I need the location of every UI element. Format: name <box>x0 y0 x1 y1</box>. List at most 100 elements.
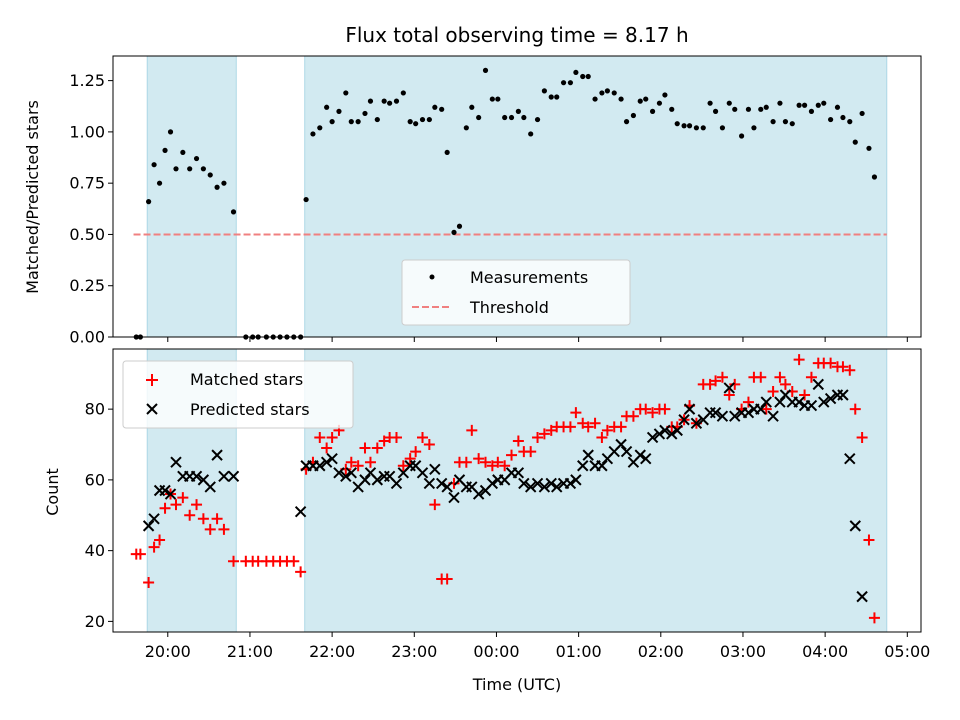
predicted-star-point <box>653 428 666 440</box>
top-axes-frame <box>112 55 922 338</box>
matched-star-point <box>159 502 171 514</box>
matched-star-point <box>345 456 357 468</box>
bottom-y-axis-label: Count <box>43 468 62 516</box>
predicted-star-point <box>164 488 177 500</box>
matched-star-point <box>228 555 240 567</box>
measurement-point <box>866 145 872 151</box>
matched-star-point <box>582 421 594 433</box>
matched-star-point <box>779 378 791 390</box>
x-tick-label: 02:00 <box>638 642 684 661</box>
legend-threshold-label: Threshold <box>469 298 549 317</box>
matched-star-point <box>460 456 472 468</box>
measurement-point <box>580 73 586 80</box>
measurement-point <box>630 112 637 119</box>
measurement-point <box>573 69 579 76</box>
measurement-point <box>495 96 501 102</box>
predicted-star-point <box>340 470 352 483</box>
measurement-point <box>463 125 469 131</box>
measurement-point <box>456 223 463 229</box>
matched-star-point <box>716 371 728 383</box>
matched-star-point <box>134 548 146 560</box>
matched-star-point <box>863 534 875 546</box>
top-y-ticks: 0.00 0.25 0.50 0.75 1.00 1.25 <box>69 71 113 347</box>
predicted-star-point <box>524 481 537 493</box>
predicted-star-point <box>359 474 371 486</box>
predicted-star-point <box>577 460 589 472</box>
measurement-point <box>151 162 157 168</box>
matched-star-point <box>326 431 338 443</box>
predicted-star-point <box>142 520 155 532</box>
predicted-star-point <box>634 449 646 461</box>
measurement-point <box>167 129 174 135</box>
measurement-points <box>133 67 878 340</box>
y-tick-label: 0.00 <box>69 328 105 347</box>
measurement-point <box>871 174 878 180</box>
measurement-point <box>770 119 776 125</box>
predicted-star-point <box>760 396 772 408</box>
matched-star-point <box>570 407 582 419</box>
predicted-star-point <box>774 396 786 408</box>
predicted-star-point <box>570 474 582 486</box>
measurement-point <box>623 119 630 125</box>
measurement-point <box>502 114 508 121</box>
matched-star-point <box>856 431 868 443</box>
y-tick-label: 1.25 <box>69 71 105 90</box>
measurement-point <box>732 106 738 112</box>
measurement-point <box>801 102 808 108</box>
matched-star-point <box>799 389 811 401</box>
measurement-point <box>180 149 186 156</box>
matched-star-point <box>760 403 772 415</box>
measurement-point <box>444 149 450 156</box>
x-tick-label: 01:00 <box>556 642 602 661</box>
matched-stars-points <box>130 354 880 624</box>
matched-star-point <box>410 446 422 458</box>
measurement-point <box>521 114 527 121</box>
matched-star-point <box>197 513 209 525</box>
measurement-point <box>796 102 802 108</box>
matched-star-point <box>647 407 659 419</box>
predicted-star-point <box>615 438 627 451</box>
measurement-point <box>681 123 687 129</box>
bottom-legend-box <box>122 360 354 429</box>
matched-star-point <box>191 499 203 511</box>
predicted-star-point <box>646 431 659 444</box>
shaded-interval <box>146 55 237 338</box>
y-tick-label: 0.75 <box>69 174 105 193</box>
measurement-point <box>146 199 152 205</box>
y-tick-label: 1.00 <box>69 122 105 141</box>
legend-matched-marker <box>146 374 158 386</box>
bottom-axes-frame <box>112 348 922 633</box>
predicted-star-point <box>294 506 307 518</box>
measurement-point <box>193 155 200 162</box>
matched-star-point <box>532 431 544 443</box>
bottom-y-ticks: 20 40 60 80 <box>85 400 113 631</box>
measurement-point <box>815 102 821 108</box>
measurement-point <box>592 96 598 102</box>
matched-star-point <box>837 361 849 373</box>
predicted-star-point <box>486 477 499 490</box>
predicted-star-point <box>849 520 861 532</box>
x-tick-label: 03:00 <box>720 642 766 661</box>
measurement-point <box>407 119 413 125</box>
measurement-point <box>162 147 168 153</box>
predicted-star-point <box>190 470 203 483</box>
matched-star-point <box>466 424 478 436</box>
predicted-star-point <box>345 467 357 479</box>
predicted-star-point <box>333 467 345 479</box>
predicted-star-point <box>729 410 741 422</box>
predicted-star-point <box>659 424 671 437</box>
measurement-point <box>745 106 752 112</box>
measurement-point <box>758 106 764 112</box>
predicted-star-point <box>531 477 544 490</box>
matched-star-point <box>359 442 371 454</box>
measurement-point <box>469 104 475 110</box>
matched-star-point <box>170 499 182 511</box>
measurement-point <box>324 104 330 110</box>
measurement-point <box>852 139 858 145</box>
predicted-star-point <box>742 406 755 419</box>
measurement-point <box>643 96 649 102</box>
measurement-point <box>548 94 554 100</box>
matched-star-point <box>177 492 189 504</box>
predicted-star-point <box>538 481 551 493</box>
matched-star-point <box>627 410 639 422</box>
